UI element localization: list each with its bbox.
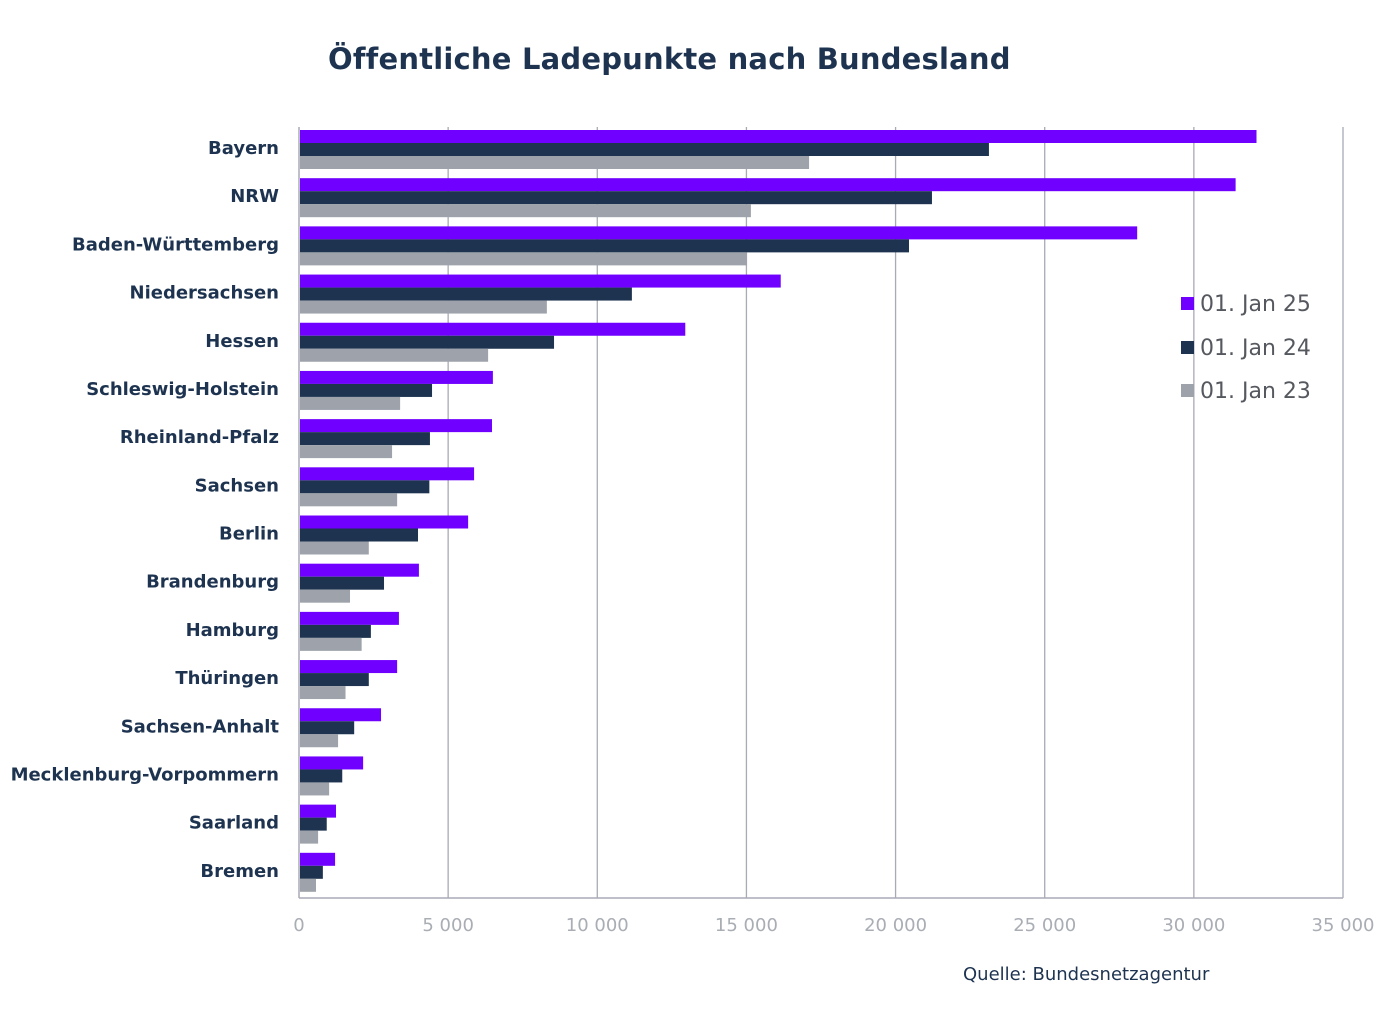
bar <box>300 419 492 433</box>
bar <box>300 721 355 735</box>
bar <box>300 660 398 674</box>
bar <box>300 274 781 288</box>
bar <box>300 130 1257 143</box>
legend-label: 01. Jan 23 <box>1200 379 1311 404</box>
bar <box>300 348 489 362</box>
bar <box>300 541 369 555</box>
bar <box>300 226 1138 240</box>
bar <box>300 480 430 494</box>
bar <box>300 576 385 590</box>
bar <box>300 287 632 301</box>
bar <box>300 830 319 844</box>
bar <box>300 156 810 169</box>
bar <box>300 143 989 156</box>
bar <box>300 493 398 507</box>
bar <box>300 239 909 253</box>
x-tick-label: 5 000 <box>422 915 474 936</box>
bar <box>300 563 419 577</box>
legend-label: 01. Jan 25 <box>1200 292 1311 317</box>
x-tick-label: 0 <box>293 915 304 936</box>
bar <box>300 686 346 700</box>
bar <box>300 383 433 397</box>
legend-swatch <box>1181 297 1194 310</box>
bar <box>300 467 475 481</box>
bar <box>300 528 419 542</box>
category-label: Thüringen <box>175 668 279 689</box>
category-label: Hamburg <box>186 620 279 641</box>
legend: 01. Jan 25 01. Jan 24 01. Jan 23 <box>1181 292 1311 404</box>
bar <box>300 396 401 410</box>
category-label: Sachsen <box>195 475 279 496</box>
category-label: Sachsen-Anhalt <box>121 716 280 737</box>
legend-swatch <box>1181 341 1194 354</box>
category-label: Schleswig-Holstein <box>86 379 279 400</box>
category-label: Hessen <box>205 331 279 352</box>
bar <box>300 178 1236 192</box>
category-label: Saarland <box>189 813 279 834</box>
bar <box>300 804 336 818</box>
category-label: Niedersachsen <box>130 283 280 304</box>
category-labels: Bayern NRW Baden-Württemberg Niedersachsen H… <box>11 138 280 882</box>
source-note: Quelle: Bundesnetzagentur <box>963 964 1210 985</box>
bar <box>300 734 339 748</box>
bar <box>300 252 748 266</box>
x-tick-label: 35 000 <box>1312 915 1375 936</box>
category-label: Bayern <box>208 138 279 159</box>
category-label: Brandenburg <box>146 572 279 593</box>
x-tick-label: 20 000 <box>864 915 927 936</box>
bar <box>300 624 371 638</box>
bar <box>300 769 343 783</box>
bar <box>300 300 547 314</box>
legend-swatch <box>1181 384 1194 397</box>
bar <box>300 611 399 625</box>
bar <box>300 637 362 651</box>
category-label: Berlin <box>219 524 279 545</box>
category-label: Rheinland-Pfalz <box>120 427 279 448</box>
x-tick-label: 10 000 <box>566 915 629 936</box>
x-tick-labels: 0 5 000 10 000 15 000 20 000 25 000 30 000 35 0… <box>293 915 1374 936</box>
bar <box>300 204 751 218</box>
bar <box>300 432 430 446</box>
bar <box>300 865 323 879</box>
bar <box>300 756 364 770</box>
bar <box>300 322 686 336</box>
bar <box>300 370 493 384</box>
x-tick-label: 30 000 <box>1162 915 1225 936</box>
bars <box>300 130 1257 892</box>
x-tick-label: 25 000 <box>1013 915 1076 936</box>
bar <box>300 191 932 205</box>
category-label: Baden-Württemberg <box>72 234 279 255</box>
category-label: Mecklenburg-Vorpommern <box>11 764 279 785</box>
category-label: Bremen <box>200 861 279 882</box>
legend-label: 01. Jan 24 <box>1200 336 1311 361</box>
bar <box>300 673 369 687</box>
bar <box>300 852 336 866</box>
axes <box>298 127 1343 899</box>
bar <box>300 817 327 831</box>
category-label: NRW <box>230 186 279 207</box>
bar <box>300 878 317 892</box>
bar <box>300 515 469 529</box>
x-tick-label: 15 000 <box>715 915 778 936</box>
bar <box>300 335 555 349</box>
bar <box>300 782 330 796</box>
bar <box>300 708 382 722</box>
bar <box>300 589 351 603</box>
chart-title: Öffentliche Ladepunkte nach Bundesland <box>328 42 1011 76</box>
bar <box>300 445 393 459</box>
